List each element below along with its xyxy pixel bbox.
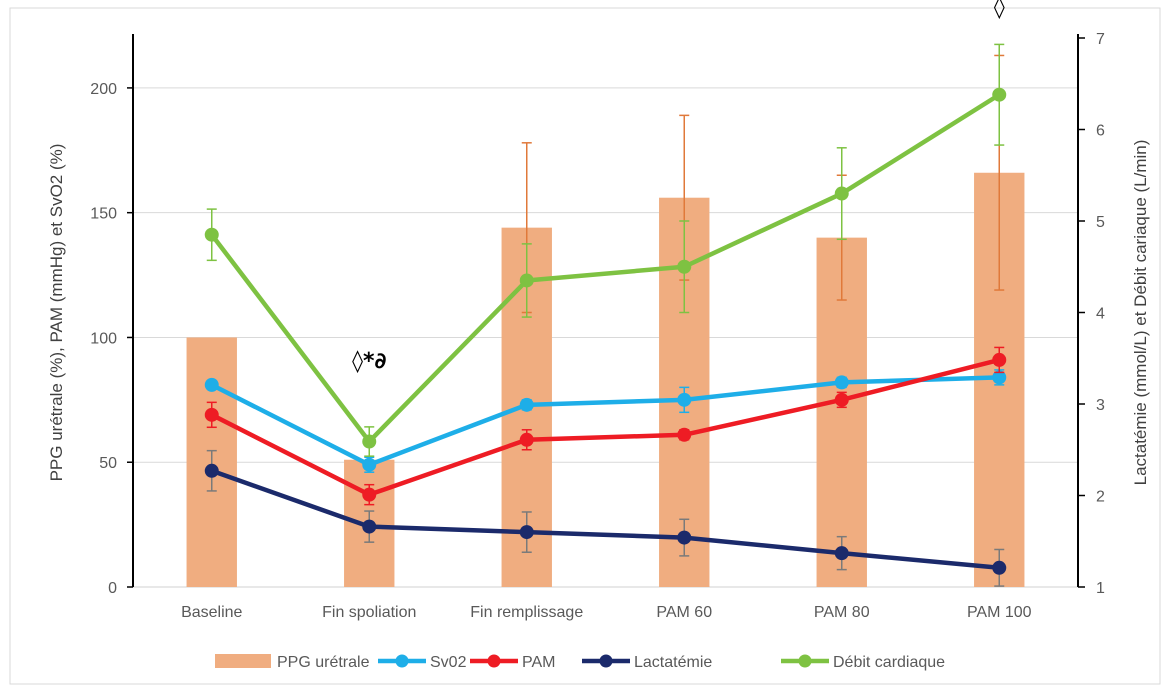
- sv02-point: [834, 375, 849, 390]
- right-tick-label: 2: [1096, 489, 1105, 506]
- significance-annotation: ◊*∂: [352, 349, 386, 374]
- pam-point: [362, 487, 377, 502]
- debit-cardiaque-point: [834, 186, 849, 201]
- legend-label-ppg-uretrale: PPG urétrale: [277, 654, 370, 671]
- pam-point: [519, 432, 534, 447]
- lactatemie-point: [519, 525, 534, 540]
- sv02-point: [362, 457, 377, 472]
- legend-marker-lactatemie: [599, 654, 613, 668]
- x-tick-label: Baseline: [181, 604, 242, 621]
- pam-line: [210, 357, 1000, 497]
- left-tick-label: 150: [90, 206, 117, 223]
- legend-label-sv02: Sv02: [430, 654, 467, 671]
- pam-point: [992, 352, 1007, 367]
- left-tick-label: 0: [108, 580, 117, 597]
- legend-label-lactatemie: Lactatémie: [634, 654, 712, 671]
- lactatemie-point: [834, 546, 849, 561]
- lactatemie-point: [362, 519, 377, 534]
- legend-marker-sv02: [395, 654, 409, 668]
- chart-frame: [9, 7, 1161, 685]
- pam-point: [834, 392, 849, 407]
- sv02-point: [992, 370, 1007, 385]
- debit-cardiaque-point: [992, 87, 1007, 102]
- right-tick-label: 6: [1096, 123, 1105, 140]
- legend-label-pam: PAM: [522, 654, 555, 671]
- lactatemie-line: [210, 468, 1000, 571]
- legend-swatch-ppg-uretrale: [215, 654, 271, 668]
- left-axis-title: PPG urétrale (%), PAM (mmHg) et SvO2 (%): [47, 144, 66, 482]
- x-tick-label: PAM 60: [656, 604, 712, 621]
- debit-cardiaque-point: [204, 227, 219, 242]
- sv02-point: [204, 377, 219, 392]
- left-tick-label: 200: [90, 81, 117, 98]
- right-tick-label: 3: [1096, 397, 1105, 414]
- legend-marker-pam: [487, 654, 501, 668]
- right-tick-label: 7: [1096, 31, 1105, 48]
- left-tick-label: 100: [90, 330, 117, 347]
- debit-cardiaque-line: [209, 92, 1001, 444]
- right-tick-label: 5: [1096, 214, 1105, 231]
- legend-label-debit-cardiaque: Débit cardiaque: [833, 654, 945, 671]
- x-tick-label: PAM 100: [967, 604, 1032, 621]
- pam-point: [677, 427, 692, 442]
- sv02-point: [519, 397, 534, 412]
- debit-cardiaque-point: [362, 434, 377, 449]
- legend-marker-debit-cardiaque: [798, 654, 812, 668]
- x-tick-label: PAM 80: [814, 604, 870, 621]
- left-tick-label: 50: [99, 455, 117, 472]
- pam-point: [204, 407, 219, 422]
- significance-annotation: ◊: [994, 0, 1005, 20]
- sv02-line: [210, 375, 1000, 467]
- lactatemie-point: [204, 463, 219, 478]
- right-axis-title: Lactatémie (mmol/L) et Débit cariaque (L…: [1131, 140, 1150, 486]
- debit-cardiaque-point: [519, 273, 534, 288]
- right-tick-label: 4: [1096, 306, 1105, 323]
- right-tick-label: 1: [1096, 580, 1105, 597]
- lactatemie-point: [677, 530, 692, 545]
- lactatemie-point: [992, 560, 1007, 575]
- x-tick-label: Fin spoliation: [322, 604, 416, 621]
- debit-cardiaque-point: [677, 259, 692, 274]
- x-tick-label: Fin remplissage: [470, 604, 583, 621]
- sv02-point: [677, 392, 692, 407]
